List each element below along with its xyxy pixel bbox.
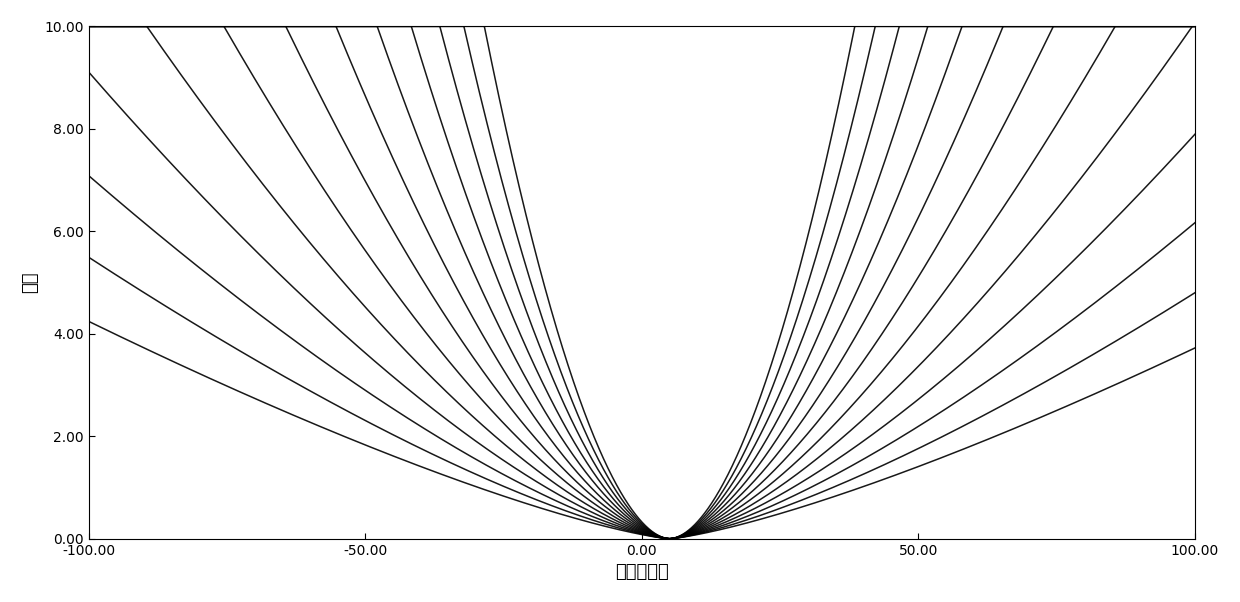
Y-axis label: 轴比: 轴比 — [21, 272, 38, 293]
X-axis label: 角度（度）: 角度（度） — [615, 563, 668, 581]
